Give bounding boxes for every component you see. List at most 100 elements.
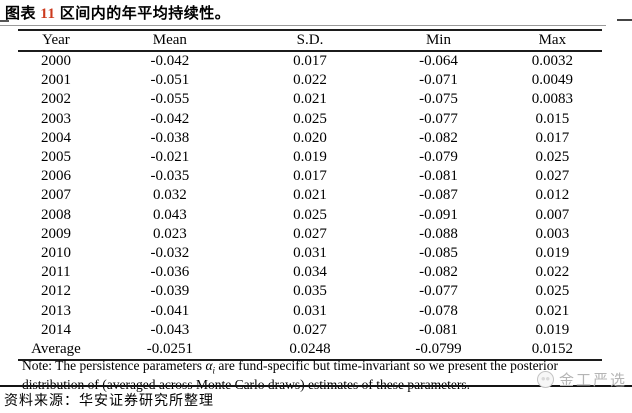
table-cell: -0.036 xyxy=(150,264,190,281)
table-cell: 2012 xyxy=(40,283,71,300)
table-cell: -0.042 xyxy=(150,53,190,69)
table-cell: 2008 xyxy=(40,206,71,223)
table-cell: -0.077 xyxy=(419,283,458,300)
watermark-text: 金工严选 xyxy=(558,373,627,389)
column-header: Max xyxy=(538,32,567,48)
table-row: 2004 -0.038 0.020 -0.082 0.017 xyxy=(18,129,602,148)
note-text-1: Note: The persistence parameters xyxy=(22,358,206,373)
table-cell: 2003 xyxy=(40,110,71,127)
table-cell: 0.021 xyxy=(293,187,327,204)
table-cell: 0.027 xyxy=(293,225,327,242)
table-cell: -0.038 xyxy=(150,129,190,146)
table-row: 2005 -0.021 0.019 -0.079 0.025 xyxy=(18,148,602,167)
table-cell: -0.077 xyxy=(419,110,458,127)
table-cell: -0.078 xyxy=(419,302,458,319)
table-cell: -0.043 xyxy=(150,321,190,338)
table-cell: -0.051 xyxy=(150,72,190,89)
table-cell: 2006 xyxy=(40,168,71,185)
table-cell: 0.035 xyxy=(293,283,327,300)
persistence-stats-table: Year Mean S.D. Min Max 2000 -0.042 0.017 -0.064… xyxy=(18,29,602,361)
table-cell: 0.023 xyxy=(152,225,187,242)
table-row: 2011 -0.036 0.034 -0.082 0.022 xyxy=(18,263,602,282)
table-cell: -0.082 xyxy=(419,264,458,281)
table-cell: -0.075 xyxy=(419,91,458,108)
table-cell: 0.021 xyxy=(535,302,570,319)
table-cell: 0.034 xyxy=(293,264,327,281)
table-cell: 0.032 xyxy=(152,187,187,204)
table-cell: -0.021 xyxy=(150,149,190,166)
column-header: Min xyxy=(425,32,451,48)
table-cell: 0.031 xyxy=(293,245,327,262)
table-header-row: Year Mean S.D. Min Max xyxy=(18,30,602,51)
table-cell: 0.025 xyxy=(293,110,327,127)
table-cell: 0.017 xyxy=(535,129,570,146)
table-cell: 2001 xyxy=(40,72,71,89)
table-row: 2001 -0.051 0.022 -0.071 0.0049 xyxy=(18,71,602,90)
table-cell: 0.027 xyxy=(535,168,570,185)
table-cell: Average xyxy=(31,341,81,358)
data-table: Year Mean S.D. Min Max 2000 -0.042 0.017 -0.064… xyxy=(18,29,602,361)
table-cell: -0.041 xyxy=(150,302,190,319)
table-cell: 0.025 xyxy=(535,149,570,166)
watermark: 金工严选 xyxy=(536,369,627,390)
table-row: 2002 -0.055 0.021 -0.075 0.0083 xyxy=(18,90,602,109)
table-body: 2000 -0.042 0.017 -0.064 0.0032 2001 -0.051 0.0… xyxy=(18,51,602,361)
table-cell: -0.0251 xyxy=(146,341,193,358)
table-cell: -0.081 xyxy=(419,168,458,185)
table-cell: 0.019 xyxy=(293,149,327,166)
table-cell: 2010 xyxy=(40,245,71,262)
table-row: 2000 -0.042 0.017 -0.064 0.0032 xyxy=(18,51,602,71)
source-line: 资料来源：华安证券研究所整理 xyxy=(4,394,214,409)
table-cell: -0.032 xyxy=(150,245,190,262)
table-cell: 2007 xyxy=(40,187,71,204)
alpha-symbol: αi xyxy=(205,358,216,376)
table-cell: 2000 xyxy=(40,53,71,69)
table-cell: -0.082 xyxy=(419,129,458,146)
table-cell: 0.019 xyxy=(535,245,570,262)
table-cell: 0.027 xyxy=(293,321,327,338)
bottom-rule xyxy=(0,385,632,387)
table-cell: -0.042 xyxy=(150,110,190,127)
table-cell: 0.007 xyxy=(535,206,570,223)
table-cell: -0.0799 xyxy=(415,341,462,358)
table-cell: 0.0032 xyxy=(531,53,573,69)
table-cell: 2013 xyxy=(40,302,71,319)
table-cell: 0.0083 xyxy=(531,91,573,108)
table-cell: 0.022 xyxy=(535,264,570,281)
table-cell: 0.025 xyxy=(293,206,327,223)
figure-title: 图表 11 区间内的年平均持续性。 xyxy=(5,2,230,23)
table-cell: 0.0152 xyxy=(531,341,573,358)
table-cell: 0.0049 xyxy=(531,72,573,89)
table-cell: -0.091 xyxy=(419,206,458,223)
table-row: 2008 0.043 0.025 -0.091 0.007 xyxy=(18,206,602,225)
table-row: 2010 -0.032 0.031 -0.085 0.019 xyxy=(18,244,602,263)
table-cell: -0.039 xyxy=(150,283,190,300)
table-cell: -0.071 xyxy=(419,72,458,89)
table-cell: 0.012 xyxy=(535,187,570,204)
figure-title-text: 区间内的年平均持续性。 xyxy=(55,6,231,22)
table-cell: -0.085 xyxy=(419,245,458,262)
table-cell: -0.064 xyxy=(419,53,458,69)
table-row: Average -0.0251 0.0248 -0.0799 0.0152 xyxy=(18,340,602,360)
table-cell: -0.035 xyxy=(150,168,190,185)
table-row: 2007 0.032 0.021 -0.087 0.012 xyxy=(18,186,602,205)
table-row: 2012 -0.039 0.035 -0.077 0.025 xyxy=(18,282,602,301)
table-row: 2009 0.023 0.027 -0.088 0.003 xyxy=(18,225,602,244)
table-cell: 0.015 xyxy=(535,110,570,127)
table-cell: -0.055 xyxy=(150,91,190,108)
table-cell: 2014 xyxy=(40,321,71,338)
table-cell: 2002 xyxy=(40,91,71,108)
table-note: Note: The persistence parameters αi are … xyxy=(22,359,602,391)
table-row: 2006 -0.035 0.017 -0.081 0.027 xyxy=(18,167,602,186)
table-cell: 0.043 xyxy=(152,206,187,223)
table-cell: -0.081 xyxy=(419,321,458,338)
column-header: Year xyxy=(42,32,70,48)
table-cell: 0.003 xyxy=(535,225,570,242)
table-cell: 2004 xyxy=(40,129,71,146)
table-cell: 0.0248 xyxy=(289,341,331,358)
table-cell: 0.020 xyxy=(293,129,327,146)
table-cell: -0.079 xyxy=(419,149,458,166)
table-cell: 0.017 xyxy=(293,53,327,69)
table-cell: -0.088 xyxy=(419,225,458,242)
